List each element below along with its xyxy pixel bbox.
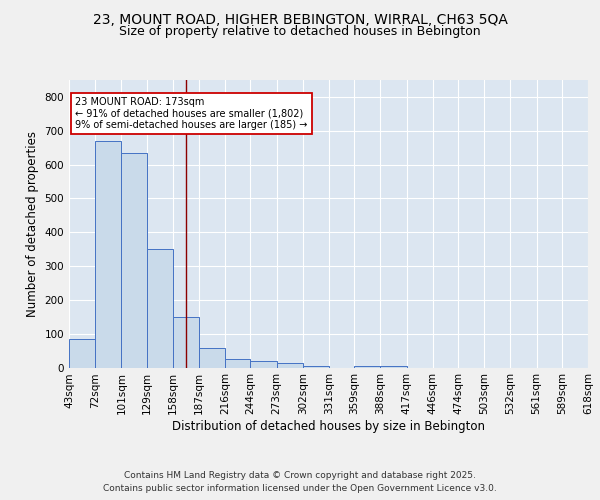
- Bar: [303, 366, 329, 368]
- Bar: [173, 318, 199, 368]
- Bar: [225, 359, 250, 368]
- Text: 23 MOUNT ROAD: 173sqm
← 91% of detached houses are smaller (1,802)
9% of semi-de: 23 MOUNT ROAD: 173sqm ← 91% of detached …: [76, 97, 308, 130]
- Y-axis label: Number of detached properties: Number of detached properties: [26, 130, 39, 317]
- Bar: [354, 366, 380, 368]
- Bar: [95, 141, 121, 368]
- X-axis label: Distribution of detached houses by size in Bebington: Distribution of detached houses by size …: [172, 420, 485, 433]
- Bar: [380, 366, 407, 368]
- Text: Contains public sector information licensed under the Open Government Licence v3: Contains public sector information licen…: [103, 484, 497, 493]
- Bar: [146, 249, 173, 368]
- Bar: [69, 339, 95, 368]
- Bar: [121, 152, 146, 368]
- Bar: [250, 362, 277, 368]
- Text: Contains HM Land Registry data © Crown copyright and database right 2025.: Contains HM Land Registry data © Crown c…: [124, 471, 476, 480]
- Bar: [199, 348, 225, 368]
- Text: Size of property relative to detached houses in Bebington: Size of property relative to detached ho…: [119, 25, 481, 38]
- Text: 23, MOUNT ROAD, HIGHER BEBINGTON, WIRRAL, CH63 5QA: 23, MOUNT ROAD, HIGHER BEBINGTON, WIRRAL…: [92, 12, 508, 26]
- Bar: [277, 364, 303, 368]
